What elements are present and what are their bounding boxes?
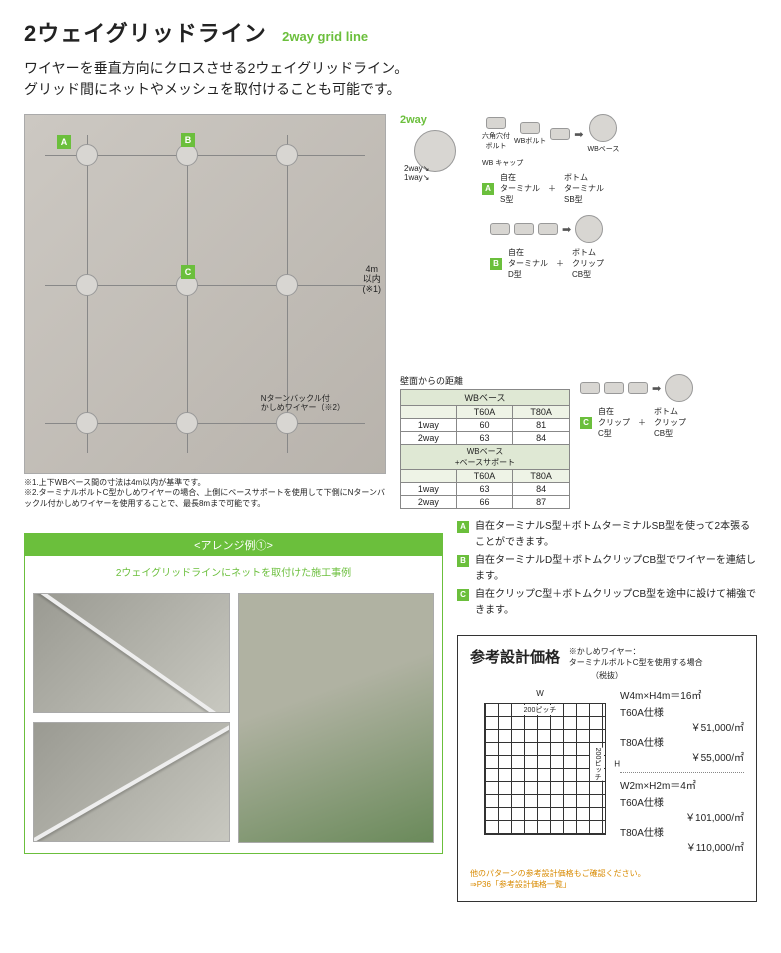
price-p60-1: ￥51,000/㎡ (620, 721, 744, 736)
distance-table: 壁面からの距離 WBベース T60AT80A 1way6081 2way6384… (400, 374, 570, 509)
sq-c: C (580, 417, 592, 429)
price-t80-2: T80A仕様 (620, 826, 744, 841)
dist-col-t60: T60A (456, 406, 513, 419)
price-t60-1: T60A仕様 (620, 706, 744, 721)
note-turnbuckle: Nターンバックル付 かしめワイヤー（※2） (261, 395, 345, 413)
price-grid-diagram: W 200ピッチ H 200ピッチ (470, 689, 610, 839)
page-subtitle: 2way grid line (282, 29, 368, 44)
dist-head-wbs: WBベース +ベースサポート (401, 445, 570, 470)
dist-v8: 87 (513, 496, 570, 509)
parts-diagram-b: ➡ B 自在 ターミナル D型 ＋ ボトム クリップ CB型 (490, 215, 757, 364)
plus-1: ＋ (548, 183, 556, 194)
parts-diagram-c: ➡ C 自在 クリップ C型 ＋ ボトム クリップ CB型 (580, 374, 757, 439)
lead-text: ワイヤーを垂直方向にクロスさせる2ウェイグリッドライン。 グリッド間にネットやメ… (24, 58, 757, 100)
price-box: 参考設計価格 ※かしめワイヤー： ターミナルボルトC型を使用する場合 （税抜） … (457, 635, 757, 901)
dist-r-1way-2: 1way (401, 483, 457, 496)
price-foot-1: 他のパターンの参考設計価格もご確認ください。 (470, 869, 646, 878)
arrange-subtitle: 2ウェイグリッドラインにネットを取付けた施工事例 (25, 556, 442, 587)
parts-c-left: 自在 クリップ C型 (598, 406, 630, 439)
dist-v6: 84 (513, 483, 570, 496)
sq-a-2: A (457, 521, 469, 533)
note-4m: 4m 以内 (※1) (362, 265, 381, 295)
twoway-label: 2way (400, 114, 474, 126)
parts-diagram-top: 六角穴付 ボルト WBボルト ➡ WBベース WB キャップ A 自在 ターミナ… (482, 114, 757, 205)
dist-v7: 66 (456, 496, 513, 509)
parts-a-left: 自在 ターミナル S型 (500, 172, 540, 205)
dist-v4: 84 (513, 432, 570, 445)
price-title: 参考設計価格 (470, 649, 560, 666)
grid-label-h: H (614, 760, 620, 769)
badge-b: B (181, 133, 195, 147)
footnote-1: ※1.上下WBベース間の寸法は4m以内が基準です。 (24, 478, 386, 488)
twoway-figure: 2way 2way↘ 1way↘ 六角穴付 ボルト WBボルト ➡ WBベース (400, 114, 757, 205)
page-header: 2ウェイグリッドライン 2way grid line (24, 16, 757, 48)
sq-b-2: B (457, 555, 469, 567)
abc-text-b: 自在ターミナルD型＋ボトムクリップCB型でワイヤーを連結します。 (475, 553, 757, 585)
parts-a-right: ボトム ターミナル SB型 (564, 172, 604, 205)
sq-c-2: C (457, 589, 469, 601)
photo-wall (238, 593, 435, 843)
abc-description-list: A 自在ターミナルS型＋ボトムターミナルSB型を使って2本張ることができます。 B… (457, 519, 757, 621)
plus-2: ＋ (556, 258, 564, 269)
label-wb-bolt: WBボルト (514, 136, 546, 146)
label-wb-cap: WB キャップ (482, 158, 757, 168)
price-t60-2: T60A仕様 (620, 796, 744, 811)
dist-v3: 63 (456, 432, 513, 445)
dist-r-2way: 2way (401, 432, 457, 445)
label-hex-bolt: 六角穴付 ボルト (482, 131, 510, 151)
main-grid-photo: A B C 4m 以内 (※1) Nターンバックル付 かしめワイヤー（※2） (24, 114, 386, 474)
dist-v2: 81 (513, 419, 570, 432)
price-foot-2: ⇒P36「参考設計価格一覧」 (470, 880, 571, 889)
dist-r-1way: 1way (401, 419, 457, 432)
dist-head-wb: WBベース (401, 390, 570, 406)
badge-a: A (57, 135, 71, 149)
price-p60-2: ￥101,000/㎡ (620, 811, 744, 826)
arrow-2way: 2way (404, 164, 423, 173)
plus-3: ＋ (638, 417, 646, 428)
sq-a: A (482, 183, 494, 195)
arrange-example-box: <アレンジ例①> 2ウェイグリッドラインにネットを取付けた施工事例 (24, 533, 443, 854)
price-p80-2: ￥110,000/㎡ (620, 841, 744, 856)
arrange-header: <アレンジ例①> (25, 534, 442, 556)
dist-col-t80: T80A (513, 406, 570, 419)
dist-col-t60-2: T60A (456, 470, 513, 483)
badge-c: C (181, 265, 195, 279)
photo-closeup-2 (33, 722, 230, 842)
parts-b-left: 自在 ターミナル D型 (508, 247, 548, 280)
distance-caption: 壁面からの距離 (400, 374, 570, 387)
price-t80-1: T80A仕様 (620, 736, 744, 751)
arrow-1way: 1way (404, 173, 423, 182)
photo-closeup-1 (33, 593, 230, 713)
grid-pitch-h: 200ピッチ (590, 748, 604, 781)
abc-text-c: 自在クリップC型＋ボトムクリップCB型を途中に設けて補強できます。 (475, 587, 757, 619)
parts-c-right: ボトム クリップ CB型 (654, 406, 686, 439)
dist-r-2way-2: 2way (401, 496, 457, 509)
lead-line-2: グリッド間にネットやメッシュを取付けることも可能です。 (24, 81, 401, 97)
footnote-2: ※2.ターミナルボルトC型かしめワイヤーの場合、上側にベースサポートを使用して下… (24, 488, 386, 509)
abc-text-a: 自在ターミナルS型＋ボトムターミナルSB型を使って2本張ることができます。 (475, 519, 757, 551)
dist-v5: 63 (456, 483, 513, 496)
parts-b-right: ボトム クリップ CB型 (572, 247, 604, 280)
price-footer: 他のパターンの参考設計価格もご確認ください。 ⇒P36「参考設計価格一覧」 (470, 868, 744, 890)
label-wb-base: WBベース (588, 144, 620, 154)
page-title: 2ウェイグリッドライン (24, 16, 267, 48)
price-tax: （税抜） (470, 670, 744, 681)
dist-col-t80-2: T80A (513, 470, 570, 483)
lead-line-1: ワイヤーを垂直方向にクロスさせる2ウェイグリッドライン。 (24, 60, 408, 76)
price-p80-1: ￥55,000/㎡ (620, 751, 744, 766)
price-size-1: W4m×H4m＝16㎡ (620, 689, 744, 704)
grid-pitch-w: 200ピッチ (522, 705, 559, 715)
grid-label-w: W (536, 689, 544, 698)
price-size-2: W2m×H2m＝4㎡ (620, 779, 744, 794)
price-note: ※かしめワイヤー： ターミナルボルトC型を使用する場合 (569, 646, 703, 668)
footnotes: ※1.上下WBベース間の寸法は4m以内が基準です。 ※2.ターミナルボルトC型か… (24, 478, 386, 509)
dist-v1: 60 (456, 419, 513, 432)
sq-b: B (490, 258, 502, 270)
